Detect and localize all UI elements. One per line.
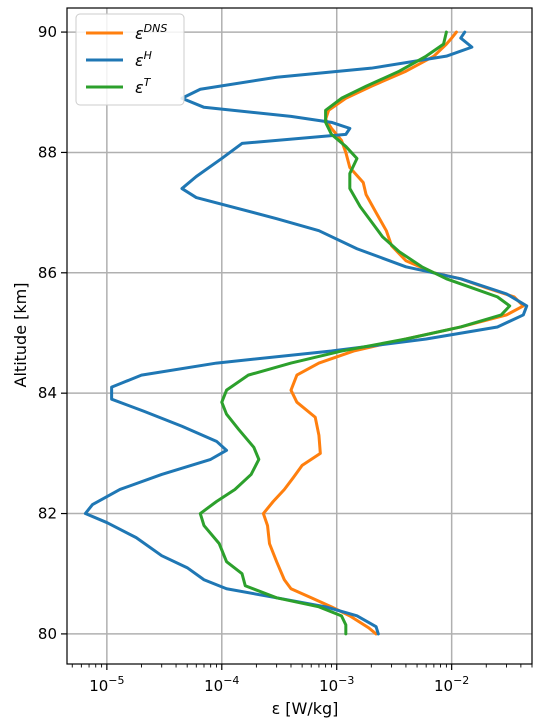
x-tick-label-exponent: −5	[108, 674, 124, 687]
x-tick-label: 10−4	[204, 674, 239, 695]
x-tick-label-exponent: −2	[453, 674, 469, 687]
legend-label-t: εT	[135, 76, 152, 97]
series-layer	[83, 30, 529, 636]
x-tick-label-base: 10	[204, 677, 223, 695]
y-tick-label: 86	[38, 264, 57, 282]
legend-box	[75, 13, 185, 106]
legend-label-dns: εDNS	[135, 22, 167, 43]
x-tick-label: 10−5	[89, 674, 124, 695]
x-tick-label-base: 10	[434, 677, 453, 695]
x-tick-label: 10−3	[319, 674, 354, 695]
legend-label-h: εH	[135, 49, 152, 70]
y-axis: 80 82 84 86 88 90	[38, 23, 67, 643]
y-tick-label: 84	[38, 384, 57, 402]
x-tick-label-base: 10	[89, 677, 108, 695]
series-line-h	[83, 30, 529, 636]
legend-symbol: ε	[135, 24, 144, 43]
y-tick-label: 80	[38, 625, 57, 643]
series-line-t	[198, 30, 512, 636]
legend-superscript: DNS	[144, 22, 168, 35]
x-tick-label-exponent: −4	[223, 674, 239, 687]
x-tick-label-exponent: −3	[338, 674, 354, 687]
y-tick-label: 82	[38, 505, 57, 523]
plot-frame	[66, 7, 533, 665]
x-axis-label: ε [W/kg]	[272, 699, 339, 718]
legend-symbol: ε	[135, 51, 144, 70]
x-tick-label-base: 10	[319, 677, 338, 695]
y-axis-label: Altitude [km]	[11, 283, 30, 388]
legend-superscript: H	[144, 49, 152, 62]
x-axis: 10−5 10−4 10−3 10−2	[71, 664, 533, 695]
legend-superscript: T	[144, 76, 152, 89]
x-tick-label: 10−2	[434, 674, 469, 695]
grid	[67, 8, 532, 664]
legend-symbol: ε	[135, 78, 144, 97]
y-tick-label: 90	[38, 23, 57, 41]
y-tick-label: 88	[38, 143, 57, 161]
